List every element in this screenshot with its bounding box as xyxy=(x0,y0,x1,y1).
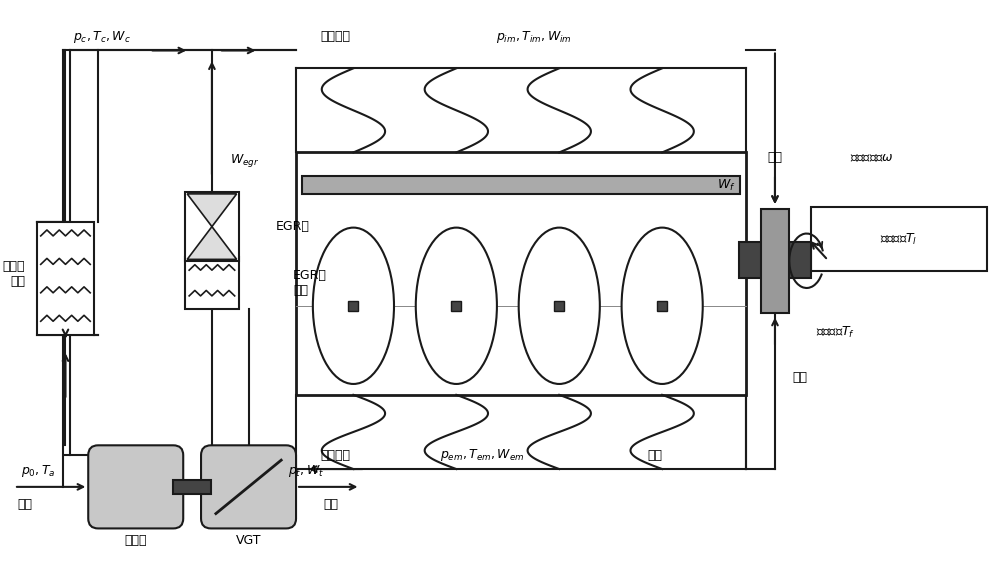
Text: $W_f$: $W_f$ xyxy=(717,178,736,192)
Polygon shape xyxy=(187,194,237,227)
Text: 负载转矩$T_l$: 负载转矩$T_l$ xyxy=(880,231,917,247)
Bar xyxy=(185,258,239,309)
Text: 空气: 空气 xyxy=(17,498,32,511)
Text: $W_{egr}$: $W_{egr}$ xyxy=(230,152,259,168)
Polygon shape xyxy=(187,227,237,259)
Text: 摩擦力矩$T_f$: 摩擦力矩$T_f$ xyxy=(816,325,855,340)
Bar xyxy=(173,480,211,494)
Ellipse shape xyxy=(416,228,497,384)
FancyBboxPatch shape xyxy=(88,445,183,528)
Text: $p_c,T_c,W_c$: $p_c,T_c,W_c$ xyxy=(73,29,131,45)
Bar xyxy=(302,176,740,194)
Text: 曲轴: 曲轴 xyxy=(647,449,662,462)
Text: 发动机转速$\omega$: 发动机转速$\omega$ xyxy=(850,151,894,164)
Bar xyxy=(811,207,987,271)
Bar xyxy=(554,301,564,311)
FancyBboxPatch shape xyxy=(201,445,296,528)
Text: 飞轮: 飞轮 xyxy=(767,151,782,164)
Text: 内置冷
却器: 内置冷 却器 xyxy=(2,260,25,288)
Text: 进气歧管: 进气歧管 xyxy=(321,30,351,43)
Bar xyxy=(451,301,461,311)
Bar xyxy=(348,301,358,311)
Bar xyxy=(185,192,239,262)
Text: EGR冷
却器: EGR冷 却器 xyxy=(293,269,327,297)
Text: $p_t,W_t$: $p_t,W_t$ xyxy=(288,463,324,479)
Text: $p_{em},T_{em},W_{em}$: $p_{em},T_{em},W_{em}$ xyxy=(440,447,524,463)
Text: 压缩机: 压缩机 xyxy=(124,534,147,547)
Bar xyxy=(296,152,746,395)
Bar xyxy=(739,243,811,278)
Text: VGT: VGT xyxy=(236,534,261,547)
Bar xyxy=(657,301,667,311)
Ellipse shape xyxy=(313,228,394,384)
Text: $p_0,T_a$: $p_0,T_a$ xyxy=(21,463,56,479)
Bar xyxy=(761,209,789,313)
Text: $p_{im},T_{im},W_{im}$: $p_{im},T_{im},W_{im}$ xyxy=(496,29,572,45)
Text: 排气歧管: 排气歧管 xyxy=(321,449,351,462)
Text: EGR阀: EGR阀 xyxy=(276,220,310,233)
Text: 废气: 废气 xyxy=(324,498,339,511)
Ellipse shape xyxy=(622,228,703,384)
Bar xyxy=(37,222,94,336)
Ellipse shape xyxy=(519,228,600,384)
Text: 曲轴: 曲轴 xyxy=(792,371,807,384)
